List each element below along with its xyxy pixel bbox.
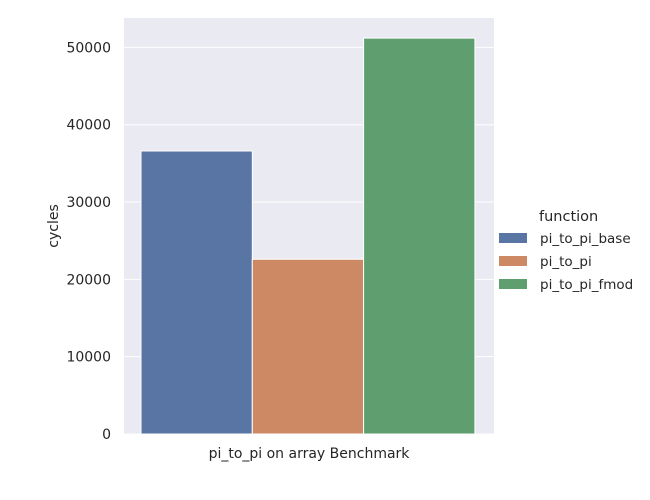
y-tick-label: 50000 — [66, 40, 111, 56]
x-tick-label: pi_to_pi on array Benchmark — [209, 446, 411, 462]
bars — [140, 37, 476, 435]
legend-title: function — [539, 209, 598, 225]
y-tick-label: 30000 — [66, 195, 111, 211]
y-axis-label: cycles — [46, 204, 62, 247]
y-tick-label: 20000 — [66, 272, 111, 288]
legend-swatch — [499, 233, 527, 243]
legend-label: pi_to_pi — [540, 254, 592, 270]
legend-item-pi-to-pi-base: pi_to_pi_base — [499, 231, 631, 247]
y-tick-label: 0 — [102, 427, 111, 443]
legend-swatch — [499, 279, 527, 289]
legend: function pi_to_pi_base pi_to_pi pi_to_pi… — [499, 209, 633, 293]
y-tick-label: 10000 — [66, 350, 111, 366]
y-tick-label: 40000 — [66, 118, 111, 134]
y-axis-ticks: 0 10000 20000 30000 40000 50000 — [66, 40, 111, 443]
legend-label: pi_to_pi_base — [540, 231, 631, 247]
legend-item-pi-to-pi: pi_to_pi — [499, 254, 592, 270]
legend-label: pi_to_pi_fmod — [540, 277, 633, 293]
legend-swatch — [499, 256, 527, 266]
bar-pi-to-pi-base — [140, 150, 253, 435]
bar-pi-to-pi-fmod — [363, 37, 476, 435]
legend-item-pi-to-pi-fmod: pi_to_pi_fmod — [499, 277, 633, 293]
bar-pi-to-pi — [251, 258, 365, 435]
